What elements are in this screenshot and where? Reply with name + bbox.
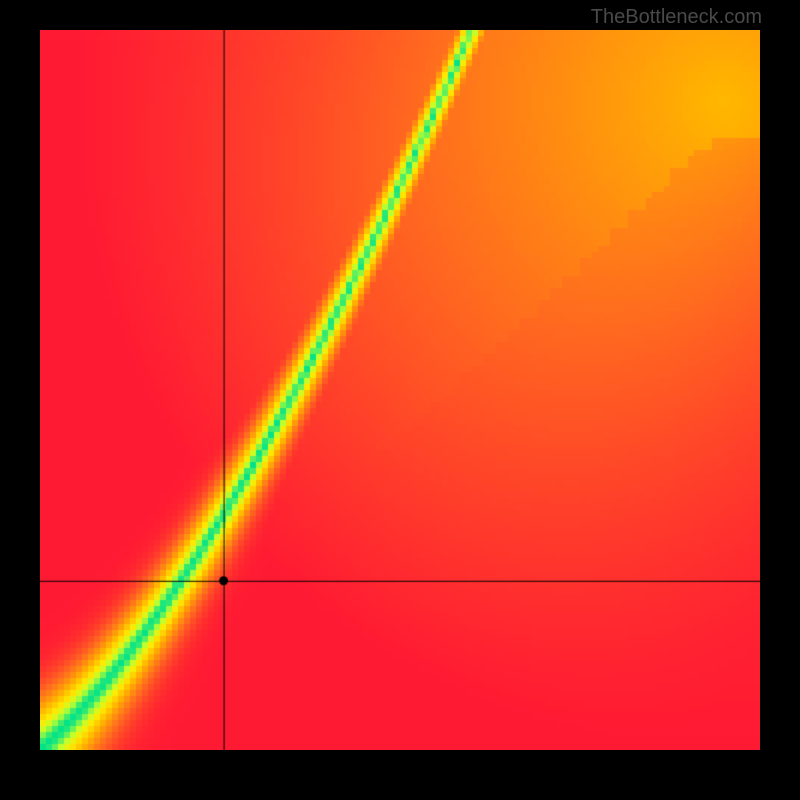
heatmap-canvas <box>40 30 760 750</box>
bottleneck-heatmap <box>40 30 760 750</box>
watermark-text: TheBottleneck.com <box>591 6 762 29</box>
